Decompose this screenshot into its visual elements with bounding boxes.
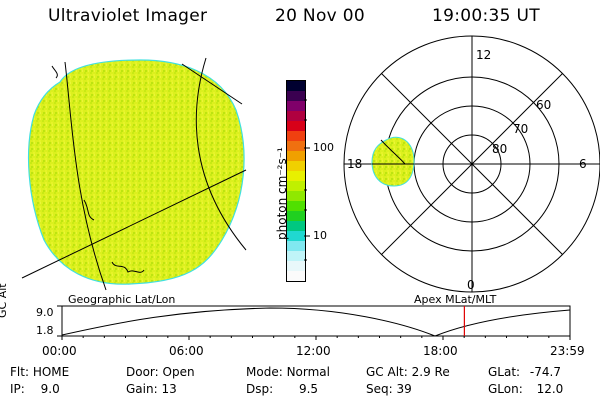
status-glon-label: GLon: <box>488 382 523 396</box>
colorbar-segment <box>287 221 305 231</box>
status-glat: GLat: -74.7 <box>488 365 561 379</box>
polar-label-12: 12 <box>476 48 492 62</box>
status-gain: Gain: 13 <box>126 382 177 396</box>
timeline-tick-label: 23:59 <box>550 344 585 358</box>
timeline-tick-label: 12:00 <box>296 344 331 358</box>
colorbar-segment <box>287 251 305 261</box>
colorbar-segment <box>287 131 305 141</box>
status-door-label: Door: <box>126 365 159 379</box>
time-label: 19:00:35 UT <box>432 6 540 26</box>
colorbar-segment <box>287 191 305 201</box>
colorbar-segment <box>287 101 305 111</box>
status-door-value: Open <box>162 365 195 379</box>
date-label: 20 Nov 00 <box>275 6 365 26</box>
colorbar-segment <box>287 81 305 91</box>
colorbar-segment <box>287 261 305 271</box>
colorbar-segment <box>287 211 305 221</box>
polar-label-80: 80 <box>492 142 508 156</box>
colorbar-segment <box>287 271 305 281</box>
status-mode: Mode: Normal <box>246 365 330 379</box>
status-gcalt-label: GC Alt: <box>366 365 408 379</box>
colorbar-segment <box>287 201 305 211</box>
status-flt: Flt: HOME <box>10 365 69 379</box>
polar-label-18: 18 <box>347 157 363 171</box>
geographic-grid-label: Geographic Lat/Lon <box>68 293 176 306</box>
colorbar-segment <box>287 161 305 171</box>
timeline-ymin: 1.8 <box>36 324 54 337</box>
timeline-tick-label: 18:00 <box>423 344 458 358</box>
status-dsp: Dsp: 9.5 <box>246 382 318 396</box>
color-scale-bar <box>286 80 306 282</box>
status-seq: Seq: 39 <box>366 382 412 396</box>
colorbar-segment <box>287 141 305 151</box>
polar-label-6: 6 <box>579 157 587 171</box>
timeline-tick-label: 00:00 <box>42 344 77 358</box>
status-flt-value: HOME <box>32 365 70 379</box>
timeline-tick-label: 06:00 <box>169 344 204 358</box>
colorbar-segment <box>287 181 305 191</box>
colorbar-segment <box>287 171 305 181</box>
status-dsp-value: 9.5 <box>298 382 319 396</box>
status-glon: GLon: 12.0 <box>488 382 563 396</box>
status-gcalt-value: 2.9 Re <box>411 365 450 379</box>
colorbar-segment <box>287 121 305 131</box>
colorbar-segment <box>287 91 305 101</box>
status-ip-value: 9.0 <box>40 382 60 396</box>
status-door: Door: Open <box>126 365 195 379</box>
status-gain-label: Gain: <box>126 382 158 396</box>
apex-grid-label: Apex MLat/MLT <box>414 293 497 306</box>
status-gcalt: GC Alt: 2.9 Re <box>366 365 450 379</box>
polar-label-0: 0 <box>467 278 475 292</box>
polar-label-60: 60 <box>536 98 552 112</box>
colorbar-tick-10: 10 <box>313 229 327 242</box>
status-ip: IP: 9.0 <box>10 382 60 396</box>
status-dsp-label: Dsp: <box>246 382 274 396</box>
altitude-curve <box>61 307 571 337</box>
earth-disk <box>27 59 245 285</box>
instrument-title: Ultraviolet Imager <box>48 6 208 26</box>
status-mode-label: Mode: <box>246 365 283 379</box>
status-glat-label: GLat: <box>488 365 521 379</box>
status-mode-value: Normal <box>286 365 330 379</box>
map-grid-lines <box>21 57 247 291</box>
colorbar-segment <box>287 231 305 241</box>
status-gain-value: 13 <box>161 382 177 396</box>
colorbar-tick-100: 100 <box>313 141 334 154</box>
timeline-ymax: 9.0 <box>36 306 54 319</box>
colorbar-segment <box>287 111 305 121</box>
status-flt-label: Flt: <box>10 365 29 379</box>
status-glon-value: 12.0 <box>536 382 564 396</box>
status-seq-value: 39 <box>396 382 412 396</box>
status-ip-label: IP: <box>10 382 25 396</box>
polar-label-70: 70 <box>513 122 529 136</box>
status-seq-label: Seq: <box>366 382 393 396</box>
colorbar-segment <box>287 241 305 251</box>
status-glat-value: -74.7 <box>529 365 561 379</box>
colorbar-segment <box>287 151 305 161</box>
auroral-patch <box>371 136 415 187</box>
